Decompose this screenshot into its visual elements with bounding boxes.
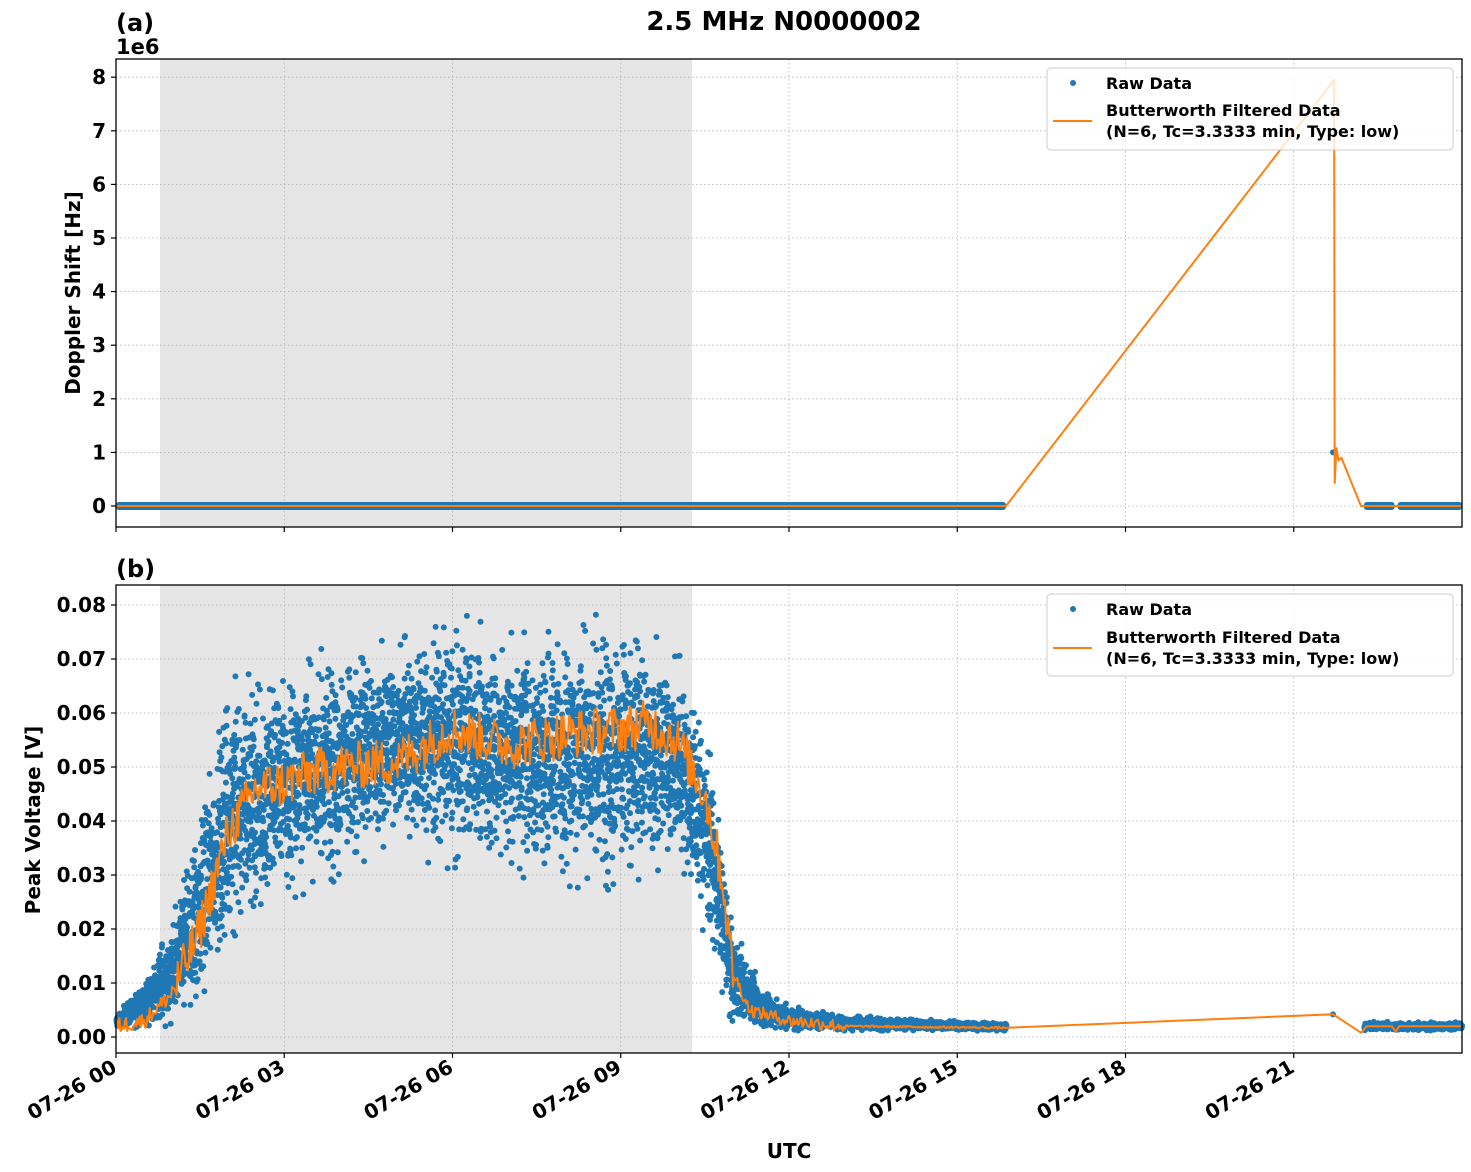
y-tick-label: 0.02 <box>57 917 106 941</box>
panel-a-grid <box>116 59 1462 527</box>
panel-a-legend: Raw Data Butterworth Filtered Data (N=6,… <box>1046 67 1454 151</box>
raw-data-marker-icon <box>1070 606 1076 612</box>
legend-filtered-label-line2: (N=6, Tc=3.3333 min, Type: low) <box>1106 122 1399 141</box>
panel-b-x-ticks: 07-26 00 07-26 03 07-26 06 07-26 09 07-26 12… <box>23 1053 1298 1125</box>
panel-a-label: (a) <box>116 9 154 37</box>
legend-filtered-label-line2: (N=6, Tc=3.3333 min, Type: low) <box>1106 649 1399 668</box>
y-tick-label: 0.08 <box>57 593 106 617</box>
y-tick-label: 5 <box>92 226 106 250</box>
panel-b-legend: Raw Data Butterworth Filtered Data (N=6,… <box>1046 593 1454 677</box>
y-tick-label: 0.00 <box>57 1025 106 1049</box>
y-tick-label: 0.06 <box>57 701 106 725</box>
panel-b-ylabel: Peak Voltage [V] <box>21 726 45 915</box>
y-tick-label: 0.01 <box>57 971 106 995</box>
y-tick-label: 0.05 <box>57 755 106 779</box>
x-axis-label: UTC <box>767 1139 812 1163</box>
y-tick-label: 2 <box>92 387 106 411</box>
x-tick-label: 07-26 21 <box>1201 1055 1299 1125</box>
panel-a-offset-text: 1e6 <box>116 35 159 59</box>
panel-a-shaded-span <box>160 59 692 527</box>
legend-filtered-label-line1: Butterworth Filtered Data <box>1106 101 1341 120</box>
x-tick-label: 07-26 00 <box>23 1055 121 1125</box>
y-tick-label: 0.04 <box>57 809 106 833</box>
x-tick-label: 07-26 09 <box>528 1055 626 1125</box>
panel-b-y-ticks: 0.00 0.01 0.02 0.03 0.04 0.05 0.06 0.07 0.08 <box>57 593 116 1049</box>
x-tick-label: 07-26 06 <box>359 1055 457 1125</box>
legend-filtered-label-line1: Butterworth Filtered Data <box>1106 628 1341 647</box>
y-tick-label: 0 <box>92 494 106 518</box>
y-tick-label: 4 <box>92 280 106 304</box>
x-tick-label: 07-26 12 <box>696 1055 794 1125</box>
panel-b-peak-voltage: (b) 0.00 0.01 0.02 0.03 0.04 0.05 0.06 0.07 0.08… <box>21 555 1466 1125</box>
y-tick-label: 3 <box>92 333 106 357</box>
panel-a-x-ticks <box>115 527 1295 532</box>
x-tick-label: 07-26 03 <box>191 1055 289 1125</box>
y-tick-label: 6 <box>92 172 106 196</box>
legend-raw-label: Raw Data <box>1106 74 1192 93</box>
figure-suptitle: 2.5 MHz N0000002 <box>646 7 921 37</box>
panel-b-label: (b) <box>116 555 155 583</box>
y-tick-label: 0.07 <box>57 647 106 671</box>
y-tick-label: 7 <box>92 119 106 143</box>
y-tick-label: 0.03 <box>57 863 106 887</box>
raw-data-marker-icon <box>1070 80 1076 86</box>
legend-raw-label: Raw Data <box>1106 600 1192 619</box>
panel-a-ylabel: Doppler Shift [Hz] <box>61 191 85 395</box>
panel-a-y-ticks: 0 1 2 3 4 5 6 7 8 <box>92 65 116 518</box>
panel-a-data <box>116 78 1462 510</box>
x-tick-label: 07-26 15 <box>864 1055 962 1125</box>
y-tick-label: 8 <box>92 65 106 89</box>
y-tick-label: 1 <box>92 440 106 464</box>
x-tick-label: 07-26 18 <box>1032 1055 1130 1125</box>
panel-a-doppler: (a) 1e6 0 1 2 3 4 5 6 7 8 Doppler Shift [Hz] Raw… <box>61 9 1463 532</box>
